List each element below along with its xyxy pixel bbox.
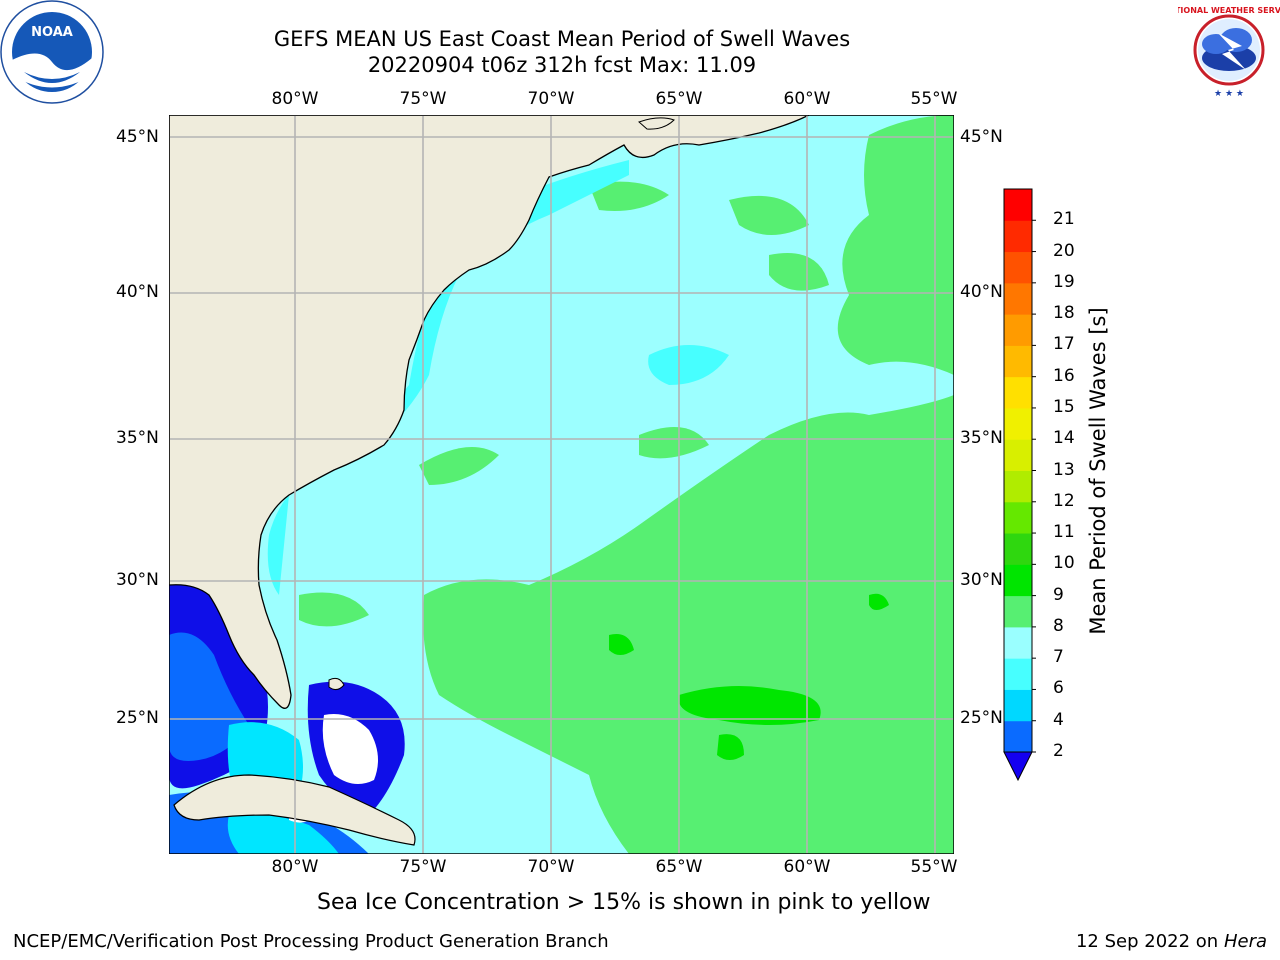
footer-date-text: 12 Sep 2022 on — [1075, 931, 1219, 952]
lat-label-left: 45°N — [116, 127, 159, 147]
colorbar-swatch — [1004, 314, 1032, 346]
colorbar-swatch — [1004, 595, 1032, 628]
colorbar-swatch — [1004, 501, 1032, 534]
noaa-logo: NOAA — [0, 0, 104, 104]
svg-text:★ ★ ★: ★ ★ ★ — [1214, 89, 1244, 99]
lat-label-left: 25°N — [116, 708, 159, 728]
svg-text:NATIONAL WEATHER SERVICE: NATIONAL WEATHER SERVICE — [1178, 6, 1280, 15]
colorbar-label: Mean Period of Swell Waves [s] — [1086, 307, 1110, 635]
colorbar-tick-label: 12 — [1053, 490, 1075, 511]
colorbar-tick-label: 19 — [1053, 271, 1075, 292]
colorbar-swatch — [1004, 251, 1032, 284]
colorbar-tick-label: 11 — [1053, 522, 1075, 543]
colorbar-swatch — [1004, 282, 1032, 315]
lat-label-right: 35°N — [960, 428, 1003, 448]
colorbar-tick-label: 10 — [1053, 553, 1075, 574]
footer-machine: Hera — [1223, 931, 1267, 952]
colorbar-swatch — [1004, 658, 1032, 690]
lon-label-top: 60°W — [783, 89, 831, 109]
colorbar-swatch — [1004, 189, 1032, 221]
colorbar-tick-label: 2 — [1053, 741, 1064, 761]
colorbar-swatch — [1004, 689, 1032, 722]
colorbar-tick-label: 20 — [1053, 240, 1075, 261]
lon-label-bottom: 65°W — [655, 857, 703, 877]
chart-title: GEFS MEAN US East Coast Mean Period of S… — [273, 27, 851, 51]
lon-label-bottom: 70°W — [527, 857, 575, 877]
colorbar-swatch — [1004, 407, 1032, 440]
colorbar-tick-label: 16 — [1053, 365, 1075, 386]
colorbar-tick-label: 21 — [1053, 209, 1075, 230]
footer-date: 12 Sep 2022 on Hera — [1076, 931, 1267, 952]
lon-label-bottom: 55°W — [910, 857, 958, 877]
colorbar-swatch — [1004, 376, 1032, 409]
lat-label-right: 25°N — [960, 708, 1003, 728]
colorbar-tick-label: 4 — [1053, 709, 1064, 730]
lon-label-top: 80°W — [271, 89, 319, 109]
swell-period-map — [169, 115, 954, 854]
colorbar-tick-label: 7 — [1053, 647, 1064, 668]
colorbar-tick-label: 13 — [1053, 459, 1075, 480]
lon-label-top: 75°W — [399, 89, 447, 109]
colorbar-swatch — [1004, 626, 1032, 659]
lon-label-bottom: 75°W — [399, 857, 447, 877]
colorbar-tick-label: 8 — [1053, 615, 1064, 636]
lat-label-right: 45°N — [960, 127, 1003, 147]
swell-region-10-11s — [678, 686, 821, 725]
footer-producer: NCEP/EMC/Verification Post Processing Pr… — [13, 931, 609, 952]
noaa-logo-text: NOAA — [31, 25, 73, 40]
lat-label-left: 35°N — [116, 428, 159, 448]
colorbar-swatch — [1004, 220, 1032, 253]
land-mass — [169, 115, 954, 709]
colorbar-tick-label: 6 — [1053, 678, 1064, 699]
lon-label-bottom: 80°W — [271, 857, 319, 877]
lat-label-left: 40°N — [116, 282, 159, 302]
colorbar-tick-label: 9 — [1053, 584, 1064, 605]
lat-label-left: 30°N — [116, 570, 159, 590]
colorbar-swatch — [1004, 564, 1032, 597]
colorbar-swatch — [1004, 533, 1032, 565]
swell-region-9-10s — [423, 395, 954, 854]
sea-ice-note: Sea Ice Concentration > 15% is shown in … — [317, 890, 931, 915]
colorbar-under-triangle — [1003, 751, 1033, 782]
lon-label-top: 70°W — [527, 89, 575, 109]
colorbar-swatch — [1004, 470, 1032, 503]
colorbar-tick-label: 15 — [1053, 396, 1075, 417]
lat-label-right: 30°N — [960, 570, 1003, 590]
colorbar-swatch — [1004, 439, 1032, 471]
lon-label-top: 55°W — [910, 89, 958, 109]
lon-label-bottom: 60°W — [783, 857, 831, 877]
lat-label-right: 40°N — [960, 282, 1003, 302]
chart-subtitle: 20220904 t06z 312h fcst Max: 11.09 — [367, 53, 757, 77]
colorbar-tick-label: 18 — [1053, 303, 1075, 324]
colorbar-swatch — [1004, 720, 1032, 753]
colorbar — [1003, 188, 1036, 782]
nws-logo: NATIONAL WEATHER SERVICE ★ ★ ★ — [1178, 1, 1280, 99]
lon-label-top: 65°W — [655, 89, 703, 109]
colorbar-swatch — [1004, 345, 1032, 378]
colorbar-tick-label: 17 — [1053, 334, 1075, 355]
colorbar-tick-label: 14 — [1053, 428, 1075, 449]
